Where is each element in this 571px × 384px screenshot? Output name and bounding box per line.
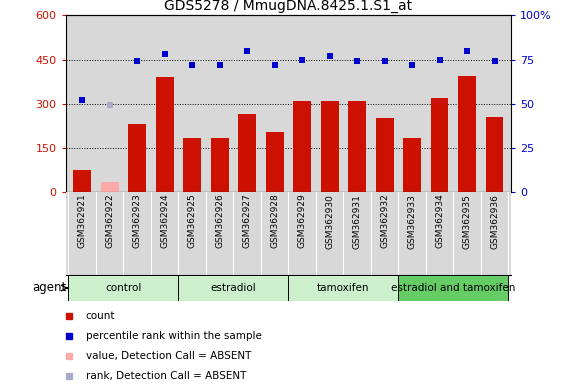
Point xyxy=(187,62,196,68)
Text: estradiol: estradiol xyxy=(211,283,256,293)
Bar xyxy=(69,275,178,301)
Text: GSM362932: GSM362932 xyxy=(380,194,389,248)
Bar xyxy=(156,77,174,192)
Text: GSM362933: GSM362933 xyxy=(408,194,417,248)
Bar xyxy=(403,137,421,192)
Point xyxy=(243,48,252,54)
Point xyxy=(435,56,444,63)
Point xyxy=(408,62,417,68)
Bar xyxy=(376,118,393,192)
Text: GSM362923: GSM362923 xyxy=(132,194,142,248)
Point xyxy=(490,58,499,65)
Bar xyxy=(128,124,146,192)
Text: GSM362924: GSM362924 xyxy=(160,194,169,248)
Title: GDS5278 / MmugDNA.8425.1.S1_at: GDS5278 / MmugDNA.8425.1.S1_at xyxy=(164,0,412,13)
Point xyxy=(297,56,307,63)
Bar xyxy=(288,275,399,301)
Bar xyxy=(458,76,476,192)
Text: GSM362929: GSM362929 xyxy=(297,194,307,248)
Bar xyxy=(431,98,448,192)
Bar xyxy=(73,170,91,192)
Text: GSM362922: GSM362922 xyxy=(105,194,114,248)
Bar xyxy=(348,101,366,192)
Point xyxy=(325,53,334,59)
Text: control: control xyxy=(105,283,142,293)
Point xyxy=(132,58,142,65)
Bar xyxy=(211,137,228,192)
Text: GSM362921: GSM362921 xyxy=(78,194,87,248)
Text: GSM362926: GSM362926 xyxy=(215,194,224,248)
Text: estradiol and tamoxifen: estradiol and tamoxifen xyxy=(391,283,516,293)
Text: value, Detection Call = ABSENT: value, Detection Call = ABSENT xyxy=(86,351,251,361)
Text: GSM362928: GSM362928 xyxy=(270,194,279,248)
Bar xyxy=(238,114,256,192)
Bar xyxy=(183,137,201,192)
Text: GSM362930: GSM362930 xyxy=(325,194,334,248)
Point xyxy=(352,58,361,65)
Point xyxy=(463,48,472,54)
Text: rank, Detection Call = ABSENT: rank, Detection Call = ABSENT xyxy=(86,371,246,381)
Text: GSM362936: GSM362936 xyxy=(490,194,499,248)
Point xyxy=(215,62,224,68)
Point xyxy=(105,103,114,109)
Text: GSM362927: GSM362927 xyxy=(243,194,252,248)
Text: tamoxifen: tamoxifen xyxy=(317,283,369,293)
Text: GSM362934: GSM362934 xyxy=(435,194,444,248)
Bar xyxy=(399,275,508,301)
Bar xyxy=(485,117,504,192)
Bar xyxy=(293,101,311,192)
Text: GSM362925: GSM362925 xyxy=(188,194,196,248)
Text: agent: agent xyxy=(32,281,66,295)
Point xyxy=(160,51,169,57)
Bar xyxy=(266,132,284,192)
Point xyxy=(380,58,389,65)
Text: GSM362935: GSM362935 xyxy=(463,194,472,248)
Point xyxy=(270,62,279,68)
Bar xyxy=(100,182,119,192)
Text: count: count xyxy=(86,311,115,321)
Text: GSM362931: GSM362931 xyxy=(352,194,361,248)
Bar xyxy=(321,101,339,192)
Text: percentile rank within the sample: percentile rank within the sample xyxy=(86,331,262,341)
Bar xyxy=(178,275,288,301)
Point xyxy=(78,97,87,103)
